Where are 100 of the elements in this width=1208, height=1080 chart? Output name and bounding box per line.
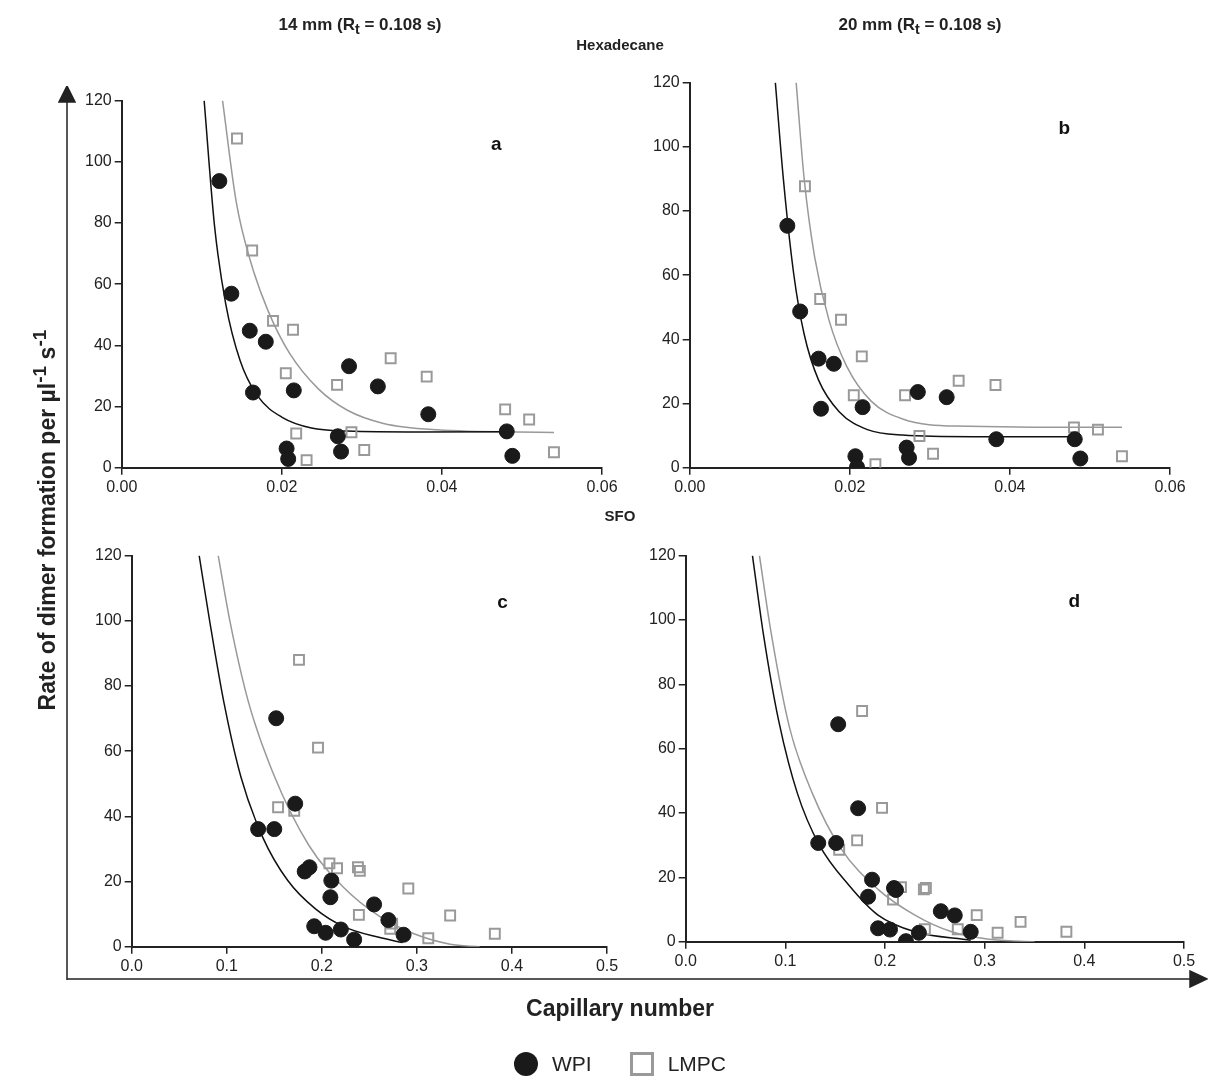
point [287,323,299,336]
x-tick-label: 0.5 [595,956,619,974]
point [366,896,383,913]
point [799,180,811,193]
y-tick-label: 40 [93,335,112,353]
point [932,903,949,920]
point [395,926,412,943]
y-tick-label: 40 [103,806,122,824]
y-tick-label: 100 [652,137,680,155]
point [300,454,313,467]
x-tick-label: 0.1 [215,956,238,974]
y-tick-label: 40 [661,329,680,347]
point [779,217,796,234]
chart-title: 14 mm (R$_{t}$ = 0.108 s) [278,15,442,38]
point [946,907,963,924]
point [498,423,515,440]
x-axis-title: Capillary number [526,995,714,1022]
point [323,872,340,889]
x-tick-label: 0.04 [426,477,458,495]
point [211,173,228,190]
point [1066,431,1083,448]
point [854,399,871,416]
x-tick-label: 0.2 [310,956,334,974]
point [909,384,926,401]
point [938,389,955,406]
point [828,835,845,851]
point [272,801,285,814]
y-tick-label: 0 [666,932,676,950]
point [910,924,927,941]
x-tick-label: 0.3 [405,956,429,974]
point [384,922,397,935]
point [1060,925,1073,938]
point [345,426,358,439]
point [951,923,964,936]
y-tick-label: 20 [103,872,122,890]
point [882,921,898,938]
x-tick-label: 0.00 [106,477,138,495]
point [280,450,297,467]
point [864,871,881,888]
point [317,924,334,941]
y-tick-label: 20 [93,397,112,415]
y-tick-label: 60 [661,265,680,283]
point [293,653,305,666]
point [346,931,363,947]
y-tick-label: 60 [657,739,676,757]
point [810,350,827,367]
x-tick-label: 0.4 [500,956,524,974]
point [970,909,983,922]
y-tick-label: 120 [648,546,676,564]
y-tick-label: 0 [102,458,112,476]
point [420,406,437,423]
point [287,795,304,812]
point [268,710,285,727]
point [962,923,979,940]
y-tick-label: 100 [648,610,676,628]
x-tick-label: 0.06 [1154,477,1186,495]
point [812,400,829,417]
point [246,244,259,257]
point [267,314,279,327]
legend-label: WPI [551,1052,592,1076]
point [869,458,882,468]
x-tick-label: 0.0 [120,956,143,974]
point [266,821,283,838]
y-tick-label: 120 [652,73,680,91]
point [991,926,1004,939]
y-tick-label: 80 [661,201,680,219]
point [499,403,512,416]
point [1116,450,1128,463]
chart-subtitle: SFO [604,507,636,524]
x-tick-label: 0.4 [1073,951,1096,969]
point [901,449,918,466]
point [835,313,847,326]
point [250,821,267,838]
point [301,859,318,876]
x-tick-label: 0.00 [674,477,706,495]
point [856,705,869,717]
point [290,427,303,440]
x-tick-label: 0.06 [586,477,618,495]
annotation: d [1068,590,1081,612]
x-tick-label: 0.0 [674,951,697,969]
point [329,428,346,445]
point [488,927,501,940]
point [855,350,868,363]
point [814,293,827,305]
y-tick-label: 60 [103,741,122,759]
x-tick-label: 0.5 [1172,951,1196,969]
y-tick-label: 20 [661,394,680,412]
y-tick-label: 100 [84,152,112,170]
annotation: c [497,590,509,612]
point [952,374,965,387]
y-tick-label: 80 [93,213,112,231]
y-tick-label: 120 [84,91,112,109]
point [257,333,274,350]
point [1067,421,1080,434]
line-series [221,100,555,434]
chart-title: 20 mm (R$_{t}$ = 0.108 s) [838,15,1002,38]
point [420,370,433,383]
point [422,932,435,945]
point [231,132,243,145]
point [927,447,939,460]
